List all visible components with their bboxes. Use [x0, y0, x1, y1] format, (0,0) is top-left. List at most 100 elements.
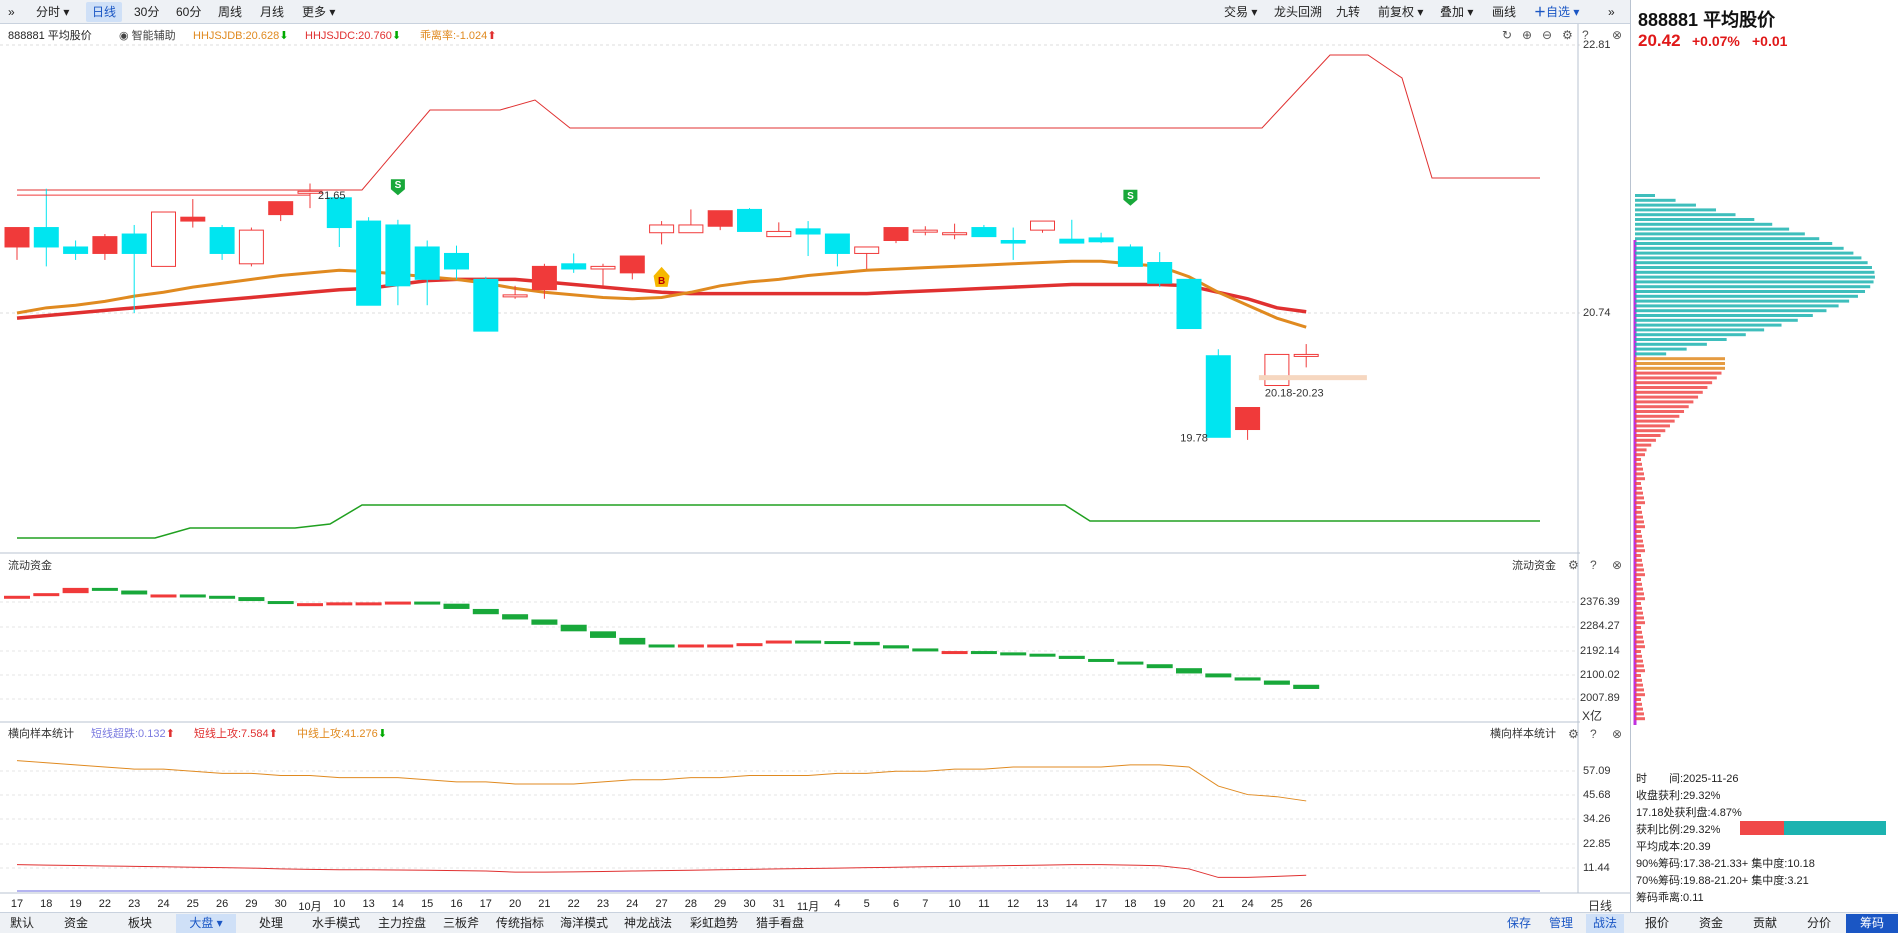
candle: [4, 227, 30, 260]
collapse-left-icon[interactable]: »: [8, 5, 15, 19]
tab-weekly[interactable]: 周线: [218, 5, 243, 19]
stat-axis-label: 57.09: [1583, 765, 1611, 777]
tab-main-control[interactable]: 主力控盘: [377, 916, 426, 930]
side-tab-quote[interactable]: 报价: [1644, 916, 1669, 930]
stat-panel-title: 横向样本统计: [8, 728, 74, 740]
save-button[interactable]: 保存: [1506, 916, 1531, 930]
more-menu[interactable]: 更多 ▾: [302, 5, 336, 19]
overlay-menu[interactable]: 叠加 ▾: [1440, 5, 1474, 19]
strategy-button[interactable]: 战法: [1586, 914, 1624, 933]
flow-bar: [179, 594, 206, 598]
tab-60min[interactable]: 60分: [176, 5, 202, 19]
tab-30min[interactable]: 30分: [134, 5, 160, 19]
draw-line-button[interactable]: 画线: [1492, 5, 1517, 19]
tab-hunter[interactable]: 猎手看盘: [755, 916, 804, 930]
manage-button[interactable]: 管理: [1548, 916, 1573, 930]
close-icon[interactable]: ⊗: [1612, 727, 1623, 741]
candle: [1030, 220, 1055, 233]
side-tab-chips[interactable]: 筹码: [1846, 914, 1898, 933]
kline-chart[interactable]: 21.65 19.78 20.18-20.23 S S B: [0, 0, 1630, 912]
candle-body: [1235, 407, 1261, 431]
tab-default[interactable]: 默认: [9, 916, 34, 930]
close-icon[interactable]: ⊗: [1612, 558, 1623, 572]
candle: [1059, 219, 1085, 244]
tab-three-axes[interactable]: 三板斧: [442, 916, 479, 930]
stat-lines: [16, 760, 1540, 892]
chip-bar: [1635, 640, 1644, 644]
candle-body: [4, 227, 30, 248]
side-tab-price[interactable]: 分价: [1806, 916, 1831, 930]
settings-icon[interactable]: ⚙: [1562, 28, 1573, 42]
date-tick: 11: [978, 898, 990, 910]
tab-process[interactable]: 处理: [258, 916, 283, 930]
date-tick: 28: [684, 898, 698, 910]
help-icon[interactable]: ?: [1590, 727, 1597, 741]
upper-channel-line: [17, 54, 1540, 191]
tab-sector[interactable]: 板块: [127, 916, 152, 930]
chip-bar: [1635, 246, 1844, 250]
date-tick: 29: [245, 898, 258, 910]
trade-menu[interactable]: 交易 ▾: [1224, 5, 1258, 19]
chip-bar: [1635, 357, 1725, 361]
zoom-in-icon[interactable]: ⊕: [1522, 28, 1533, 42]
date-tick: 18: [40, 898, 53, 910]
smart-assist-toggle[interactable]: ◉ 智能辅助: [119, 30, 176, 42]
leader-review-button[interactable]: 龙头回溯: [1274, 5, 1323, 19]
chip-bar: [1635, 597, 1645, 601]
side-tab-contribution[interactable]: 贡献: [1752, 916, 1777, 930]
candle: [502, 285, 528, 299]
tab-market[interactable]: 大盘 ▾: [176, 914, 236, 933]
down-arrow-icon: ⬇: [391, 30, 402, 42]
tab-daily[interactable]: 日线: [86, 2, 123, 22]
chip-bar: [1635, 270, 1875, 274]
tab-sailor-mode[interactable]: 水手模式: [311, 916, 360, 930]
stat-axis-label: 45.68: [1583, 789, 1611, 801]
chip-bar: [1635, 702, 1642, 706]
tab-ocean-mode[interactable]: 海洋模式: [559, 916, 608, 930]
refresh-icon[interactable]: ↻: [1502, 28, 1513, 42]
expand-right-icon[interactable]: »: [1608, 5, 1615, 19]
help-icon[interactable]: ?: [1582, 28, 1589, 42]
side-tab-funds[interactable]: 资金: [1698, 916, 1723, 930]
tab-monthly[interactable]: 月线: [260, 5, 285, 19]
tab-funds[interactable]: 资金: [63, 916, 88, 930]
date-tick: 10: [948, 898, 961, 910]
zoom-out-icon[interactable]: ⊖: [1542, 28, 1553, 42]
candle-body: [707, 210, 733, 227]
help-icon[interactable]: ?: [1590, 558, 1597, 572]
add-watchlist-button[interactable]: ＋自选 ▾: [1534, 5, 1580, 19]
candle: [971, 224, 997, 238]
flow-bar: [502, 614, 529, 620]
candle: [619, 255, 645, 280]
down-arrow-icon: ⬇: [279, 30, 289, 42]
tab-rainbow[interactable]: 彩虹趋势: [689, 916, 738, 930]
tab-dragon[interactable]: 神龙战法: [623, 916, 672, 930]
flow-bar: [1205, 673, 1232, 678]
chip-bar: [1635, 486, 1642, 490]
period-label: 日线: [1588, 899, 1613, 913]
close-icon[interactable]: ⊗: [1612, 28, 1623, 42]
chip-bar: [1635, 477, 1645, 481]
flow-bar: [384, 601, 411, 605]
settings-icon[interactable]: ⚙: [1568, 558, 1579, 572]
date-tick: 22: [98, 898, 112, 910]
chip-bar: [1635, 218, 1755, 221]
candle: [649, 221, 675, 245]
chip-bar: [1635, 299, 1850, 303]
chip-bar: [1635, 467, 1643, 471]
adjust-menu[interactable]: 前复权 ▾: [1378, 5, 1424, 19]
flow-bar: [707, 644, 734, 648]
stat-close-profit: 收盘获利:29.32%: [1636, 790, 1721, 802]
tab-intraday[interactable]: 分时 ▾: [36, 5, 70, 19]
chip-bar: [1635, 654, 1642, 658]
candle-body: [1205, 355, 1231, 438]
candles: [4, 183, 1319, 440]
settings-icon[interactable]: ⚙: [1568, 727, 1579, 741]
chip-bar: [1635, 606, 1642, 610]
chip-bar: [1635, 717, 1645, 721]
date-tick: 18: [1124, 898, 1137, 910]
chip-bar: [1635, 568, 1644, 572]
tab-traditional[interactable]: 传统指标: [495, 916, 544, 930]
nine-turn-button[interactable]: 九转: [1336, 5, 1361, 19]
candle-body: [590, 265, 616, 270]
